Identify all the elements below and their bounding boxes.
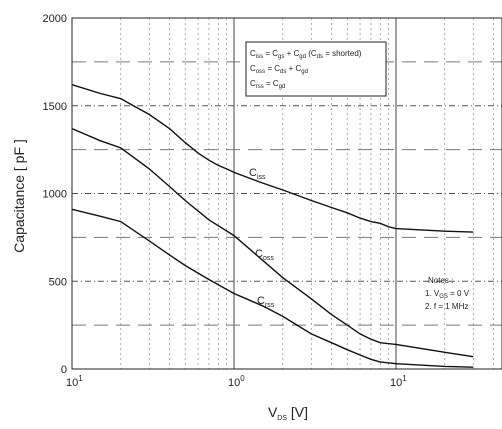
- series-label-iss: Ciss: [249, 167, 266, 181]
- y-tick-label: 0: [61, 364, 67, 376]
- x-tick-label: 101: [390, 374, 407, 389]
- y-axis-label: Capacitance [ pF ]: [11, 139, 27, 253]
- series-line-rss: [71, 208, 474, 368]
- notes-line-2: 2. f = 1 MHz: [425, 302, 468, 311]
- x-axis-label-unit: [V]: [287, 404, 308, 420]
- notes-line-1: 1. VGS = 0 V: [425, 289, 470, 300]
- legend-formula-line: Coss = Cds + Cgd: [250, 64, 308, 75]
- x-tick-labels: 101 100 101: [66, 374, 407, 389]
- formula-legend: Ciss = Cgs + Cgd (Cds = shorted) Coss = C…: [245, 41, 387, 97]
- x-tick-label: 101: [66, 374, 83, 389]
- legend-formula-line: Crss = Cgd: [250, 79, 285, 90]
- notes-annotation: Notes : 1. VGS = 0 V 2. f = 1 MHz: [425, 276, 470, 311]
- curves: [71, 84, 474, 368]
- series-label-rss: Crss: [257, 295, 275, 309]
- y-tick-label: 1000: [43, 189, 67, 201]
- x-axis-label: VDS [V]: [268, 404, 308, 422]
- x-axis-label-sub: DS: [277, 415, 287, 422]
- plot-frame: [71, 17, 502, 370]
- grid: [72, 18, 502, 369]
- y-tick-label: 2000: [43, 13, 67, 25]
- series-line-iss: [71, 84, 474, 233]
- series-label-oss: Coss: [255, 248, 274, 262]
- legend-formula-line: Ciss = Cgs + Cgd (Cds = shorted): [250, 49, 362, 60]
- series-line-oss: [71, 127, 474, 358]
- y-tick-labels: 0 500 1000 1500 2000: [43, 13, 67, 376]
- y-tick-label: 500: [49, 276, 67, 288]
- notes-title: Notes :: [428, 276, 453, 285]
- x-tick-label: 100: [228, 374, 245, 389]
- y-tick-label: 1500: [43, 101, 67, 113]
- x-axis-label-main: V: [268, 404, 278, 420]
